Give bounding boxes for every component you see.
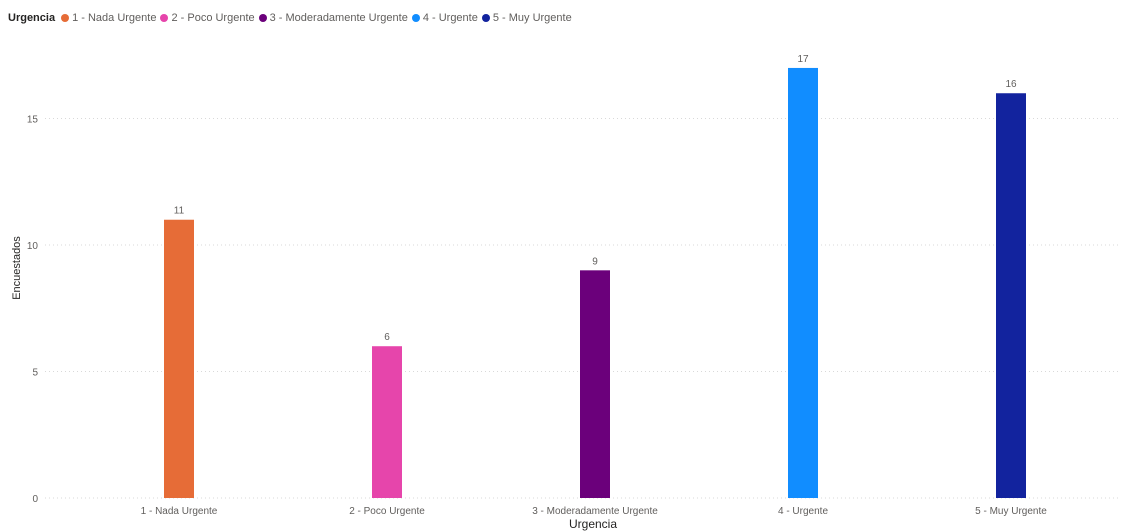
legend-swatch xyxy=(61,14,70,22)
bar-5[interactable] xyxy=(996,93,1026,499)
legend-label: 2 - Poco Urgente xyxy=(171,12,255,24)
data-label: 17 xyxy=(797,54,809,65)
data-labels: 11 6 9 17 16 xyxy=(174,54,1017,343)
legend-item-urgente[interactable]: 4 - Urgente xyxy=(411,12,478,24)
chart-legend: Urgencia 1 - Nada Urgente 2 - Poco Urgen… xyxy=(8,10,576,26)
legend-label: 1 - Nada Urgente xyxy=(72,12,157,24)
bars xyxy=(164,67,1026,499)
legend-swatch xyxy=(411,14,420,22)
x-axis-title: Urgencia xyxy=(569,517,617,531)
y-tick-label: 5 xyxy=(32,368,38,379)
data-label: 11 xyxy=(174,206,185,217)
x-tick-label: 4 - Urgente xyxy=(778,506,828,517)
bar-4[interactable] xyxy=(788,67,818,498)
legend-item-moderadamente-urgente[interactable]: 3 - Moderadamente Urgente xyxy=(258,12,408,24)
x-tick-label: 2 - Poco Urgente xyxy=(349,506,425,517)
y-tick-label: 10 xyxy=(27,241,39,252)
legend-label: 5 - Muy Urgente xyxy=(492,12,572,24)
bar-1[interactable] xyxy=(164,219,194,498)
bar-2[interactable] xyxy=(372,346,402,498)
x-tick-label: 3 - Moderadamente Urgente xyxy=(532,506,658,517)
legend-item-nada-urgente[interactable]: 1 - Nada Urgente xyxy=(61,12,156,24)
data-label: 16 xyxy=(1005,79,1017,90)
legend-swatch xyxy=(481,14,490,22)
x-axis-ticks: 1 - Nada Urgente 2 - Poco Urgente 3 - Mode… xyxy=(141,506,1048,517)
y-axis-title: Encuestados xyxy=(11,236,23,300)
x-tick-label: 1 - Nada Urgente xyxy=(141,506,218,517)
y-tick-label: 15 xyxy=(27,115,39,126)
legend-title: Urgencia xyxy=(8,12,56,24)
y-tick-label: 0 xyxy=(32,494,38,505)
legend-label: 4 - Urgente xyxy=(422,12,478,24)
legend-swatch xyxy=(160,14,169,22)
bar-3[interactable] xyxy=(580,270,610,498)
legend-item-poco-urgente[interactable]: 2 - Poco Urgente xyxy=(160,12,255,24)
legend-item-muy-urgente[interactable]: 5 - Muy Urgente xyxy=(481,12,572,24)
data-label: 6 xyxy=(384,332,390,343)
legend-label: 3 - Moderadamente Urgente xyxy=(269,12,408,24)
y-axis-ticks: 0 5 10 15 xyxy=(27,115,39,505)
legend-swatch xyxy=(258,14,267,22)
data-label: 9 xyxy=(592,256,598,267)
x-tick-label: 5 - Muy Urgente xyxy=(975,506,1047,517)
